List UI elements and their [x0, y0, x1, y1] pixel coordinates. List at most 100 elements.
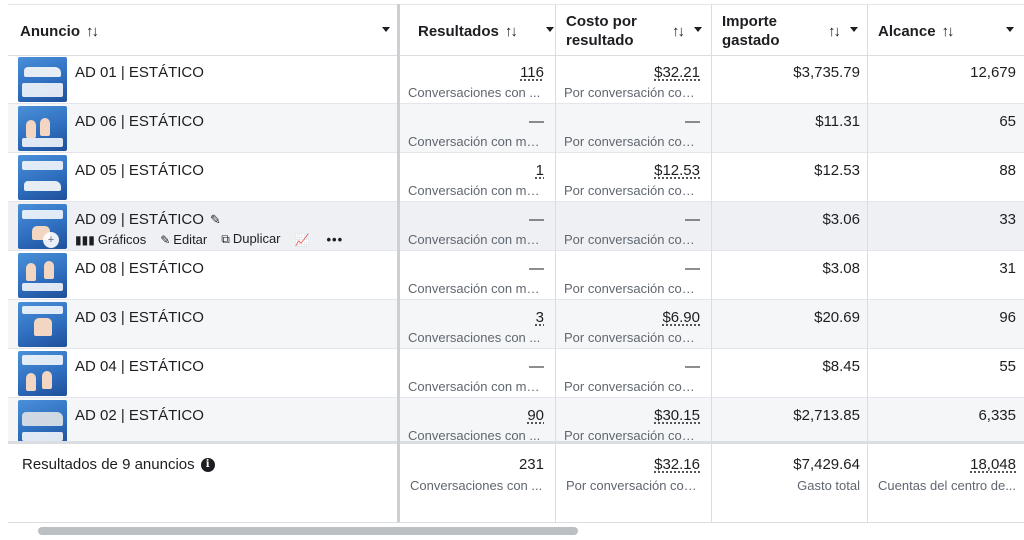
ad-thumbnail[interactable] — [18, 57, 67, 102]
resultados-value[interactable]: 90 — [527, 407, 544, 424]
summary-resultados: 231 — [518, 456, 544, 473]
ad-name-text[interactable]: AD 09 | ESTÁTICO — [75, 211, 204, 228]
costo-value: — — [685, 358, 700, 375]
ad-name-text[interactable]: AD 04 | ESTÁTICO — [75, 358, 204, 375]
ad-name-text[interactable]: AD 01 | ESTÁTICO — [75, 64, 204, 81]
alcance-value: 33 — [999, 211, 1016, 228]
sort-icon[interactable]: ↑↓ — [504, 22, 518, 40]
column-header-label: Anuncio — [20, 22, 80, 40]
resultados-sub: Conversaciones con ... — [408, 330, 541, 345]
summary-title: Resultados de 9 anuncios i — [22, 456, 215, 473]
trend-chart-icon: 📈 — [294, 232, 310, 247]
ad-name-text[interactable]: AD 08 | ESTÁTICO — [75, 260, 204, 277]
ad-thumbnail[interactable] — [18, 253, 67, 298]
column-divider[interactable] — [867, 4, 868, 522]
column-divider[interactable] — [711, 4, 712, 522]
ad-name[interactable]: AD 05 | ESTÁTICO — [75, 162, 204, 179]
sort-icon[interactable]: ↑↓ — [941, 22, 955, 40]
column-header-resultados[interactable]: Resultados ↑↓ — [418, 5, 564, 57]
ad-name-text[interactable]: AD 03 | ESTÁTICO — [75, 309, 204, 326]
ad-thumbnail[interactable] — [18, 155, 67, 200]
importe-value: $3.06 — [822, 211, 860, 228]
column-divider[interactable] — [397, 4, 400, 522]
table-row[interactable]: AD 04 | ESTÁTICO — Conversación con me... —… — [8, 349, 1024, 398]
sort-icon[interactable]: ↑↓ — [672, 23, 685, 40]
summary-costo[interactable]: $32.16 — [654, 456, 700, 473]
table-row[interactable]: AD 06 | ESTÁTICO — Conversación con me... —… — [8, 104, 1024, 153]
trend-chart-button[interactable]: 📈 — [295, 232, 313, 247]
costo-sub: Por conversación con ... — [564, 379, 698, 394]
ad-name[interactable]: AD 04 | ESTÁTICO — [75, 358, 204, 375]
horizontal-scrollbar[interactable] — [38, 527, 578, 535]
ad-thumbnail[interactable] — [18, 106, 67, 151]
table-row[interactable]: AD 03 | ESTÁTICO 3 Conversaciones con ... $… — [8, 300, 1024, 349]
importe-value: $8.45 — [822, 358, 860, 375]
sort-icon[interactable]: ↑↓ — [86, 22, 99, 40]
duplicar-button[interactable]: ⧉ Duplicar — [221, 231, 280, 247]
resultados-sub: Conversación con me... — [408, 183, 544, 198]
costo-value[interactable]: $6.90 — [662, 309, 700, 326]
sort-icon[interactable]: ↑↓ — [828, 23, 841, 40]
column-header-label: Alcance — [878, 22, 936, 40]
resultados-value[interactable]: 3 — [535, 309, 544, 326]
column-header-costo[interactable]: Costo por resultado ↑↓ — [566, 5, 712, 57]
alcance-value: 31 — [999, 260, 1016, 277]
resultados-sub: Conversación con me... — [408, 232, 544, 247]
importe-value: $2,713.85 — [793, 407, 860, 424]
ad-thumbnail[interactable]: + — [18, 204, 67, 249]
alcance-value: 96 — [999, 309, 1016, 326]
summary-alcance[interactable]: 18,048 — [970, 456, 1016, 473]
table-row[interactable]: AD 01 | ESTÁTICO 116 Conversaciones con ..… — [8, 55, 1024, 104]
costo-sub: Por conversación con... — [564, 183, 698, 198]
costo-value[interactable]: $30.15 — [654, 407, 700, 424]
table-row[interactable]: AD 05 | ESTÁTICO 1 Conversación con me... $… — [8, 153, 1024, 202]
table-row[interactable]: AD 08 | ESTÁTICO — Conversación con me... —… — [8, 251, 1024, 300]
ad-name[interactable]: AD 06 | ESTÁTICO — [75, 113, 204, 130]
column-header-alcance[interactable]: Alcance ↑↓ — [878, 5, 1024, 57]
importe-value: $12.53 — [814, 162, 860, 179]
ad-name-text[interactable]: AD 05 | ESTÁTICO — [75, 162, 204, 179]
pencil-icon: ✎ — [160, 232, 171, 247]
ad-name[interactable]: AD 09 | ESTÁTICO ✎ — [75, 211, 221, 228]
costo-value[interactable]: $32.21 — [654, 64, 700, 81]
dropdown-caret-icon[interactable] — [382, 27, 390, 32]
ad-thumbnail[interactable] — [18, 400, 67, 445]
costo-sub: Por conversación con... — [564, 85, 698, 100]
table-row[interactable]: AD 02 | ESTÁTICO 90 Conversaciones con ...… — [8, 398, 1024, 447]
more-icon[interactable]: ••• — [326, 231, 344, 247]
editar-button[interactable]: ✎ Editar — [160, 232, 207, 247]
summary-title-text: Resultados de 9 anuncios — [22, 456, 195, 473]
info-icon[interactable]: i — [200, 457, 215, 472]
resultados-value[interactable]: 1 — [535, 162, 544, 179]
ad-name[interactable]: AD 02 | ESTÁTICO — [75, 407, 204, 424]
zoom-icon[interactable]: + — [43, 232, 59, 248]
table-row[interactable]: + AD 09 | ESTÁTICO ✎ ▮▮▮ Gráficos ✎ Editar ⧉… — [8, 202, 1024, 251]
ad-thumbnail[interactable] — [18, 351, 67, 396]
ad-name[interactable]: AD 01 | ESTÁTICO — [75, 64, 204, 81]
costo-sub: Por conversación con ... — [564, 134, 698, 149]
dropdown-caret-icon[interactable] — [850, 27, 858, 32]
column-header-label-line1: Importe — [722, 13, 778, 30]
summary-costo-sub: Por conversación con... — [566, 478, 700, 493]
alcance-value: 55 — [999, 358, 1016, 375]
column-header-importe[interactable]: Importe gastado ↑↓ — [722, 5, 868, 57]
editar-label: Editar — [173, 231, 208, 247]
summary-resultados-sub: Conversaciones con ... — [410, 478, 543, 493]
importe-value: $3.08 — [822, 260, 860, 277]
dropdown-caret-icon[interactable] — [694, 27, 702, 32]
ad-name-text[interactable]: AD 06 | ESTÁTICO — [75, 113, 204, 130]
dropdown-caret-icon[interactable] — [1006, 27, 1014, 32]
dropdown-caret-icon[interactable] — [546, 27, 554, 32]
ad-thumbnail[interactable] — [18, 302, 67, 347]
importe-value: $11.31 — [815, 113, 860, 130]
costo-value[interactable]: $12.53 — [654, 162, 700, 179]
pencil-icon[interactable]: ✎ — [209, 212, 221, 227]
ad-name-text[interactable]: AD 02 | ESTÁTICO — [75, 407, 204, 424]
column-header-anuncio[interactable]: Anuncio ↑↓ — [20, 5, 400, 57]
column-divider[interactable] — [555, 4, 556, 522]
graficos-button[interactable]: ▮▮▮ Gráficos — [75, 232, 146, 247]
table-summary-row: Resultados de 9 anuncios i 231 Conversac… — [8, 441, 1024, 523]
ad-name[interactable]: AD 03 | ESTÁTICO — [75, 309, 204, 326]
ad-name[interactable]: AD 08 | ESTÁTICO — [75, 260, 204, 277]
resultados-value[interactable]: 116 — [520, 64, 544, 81]
